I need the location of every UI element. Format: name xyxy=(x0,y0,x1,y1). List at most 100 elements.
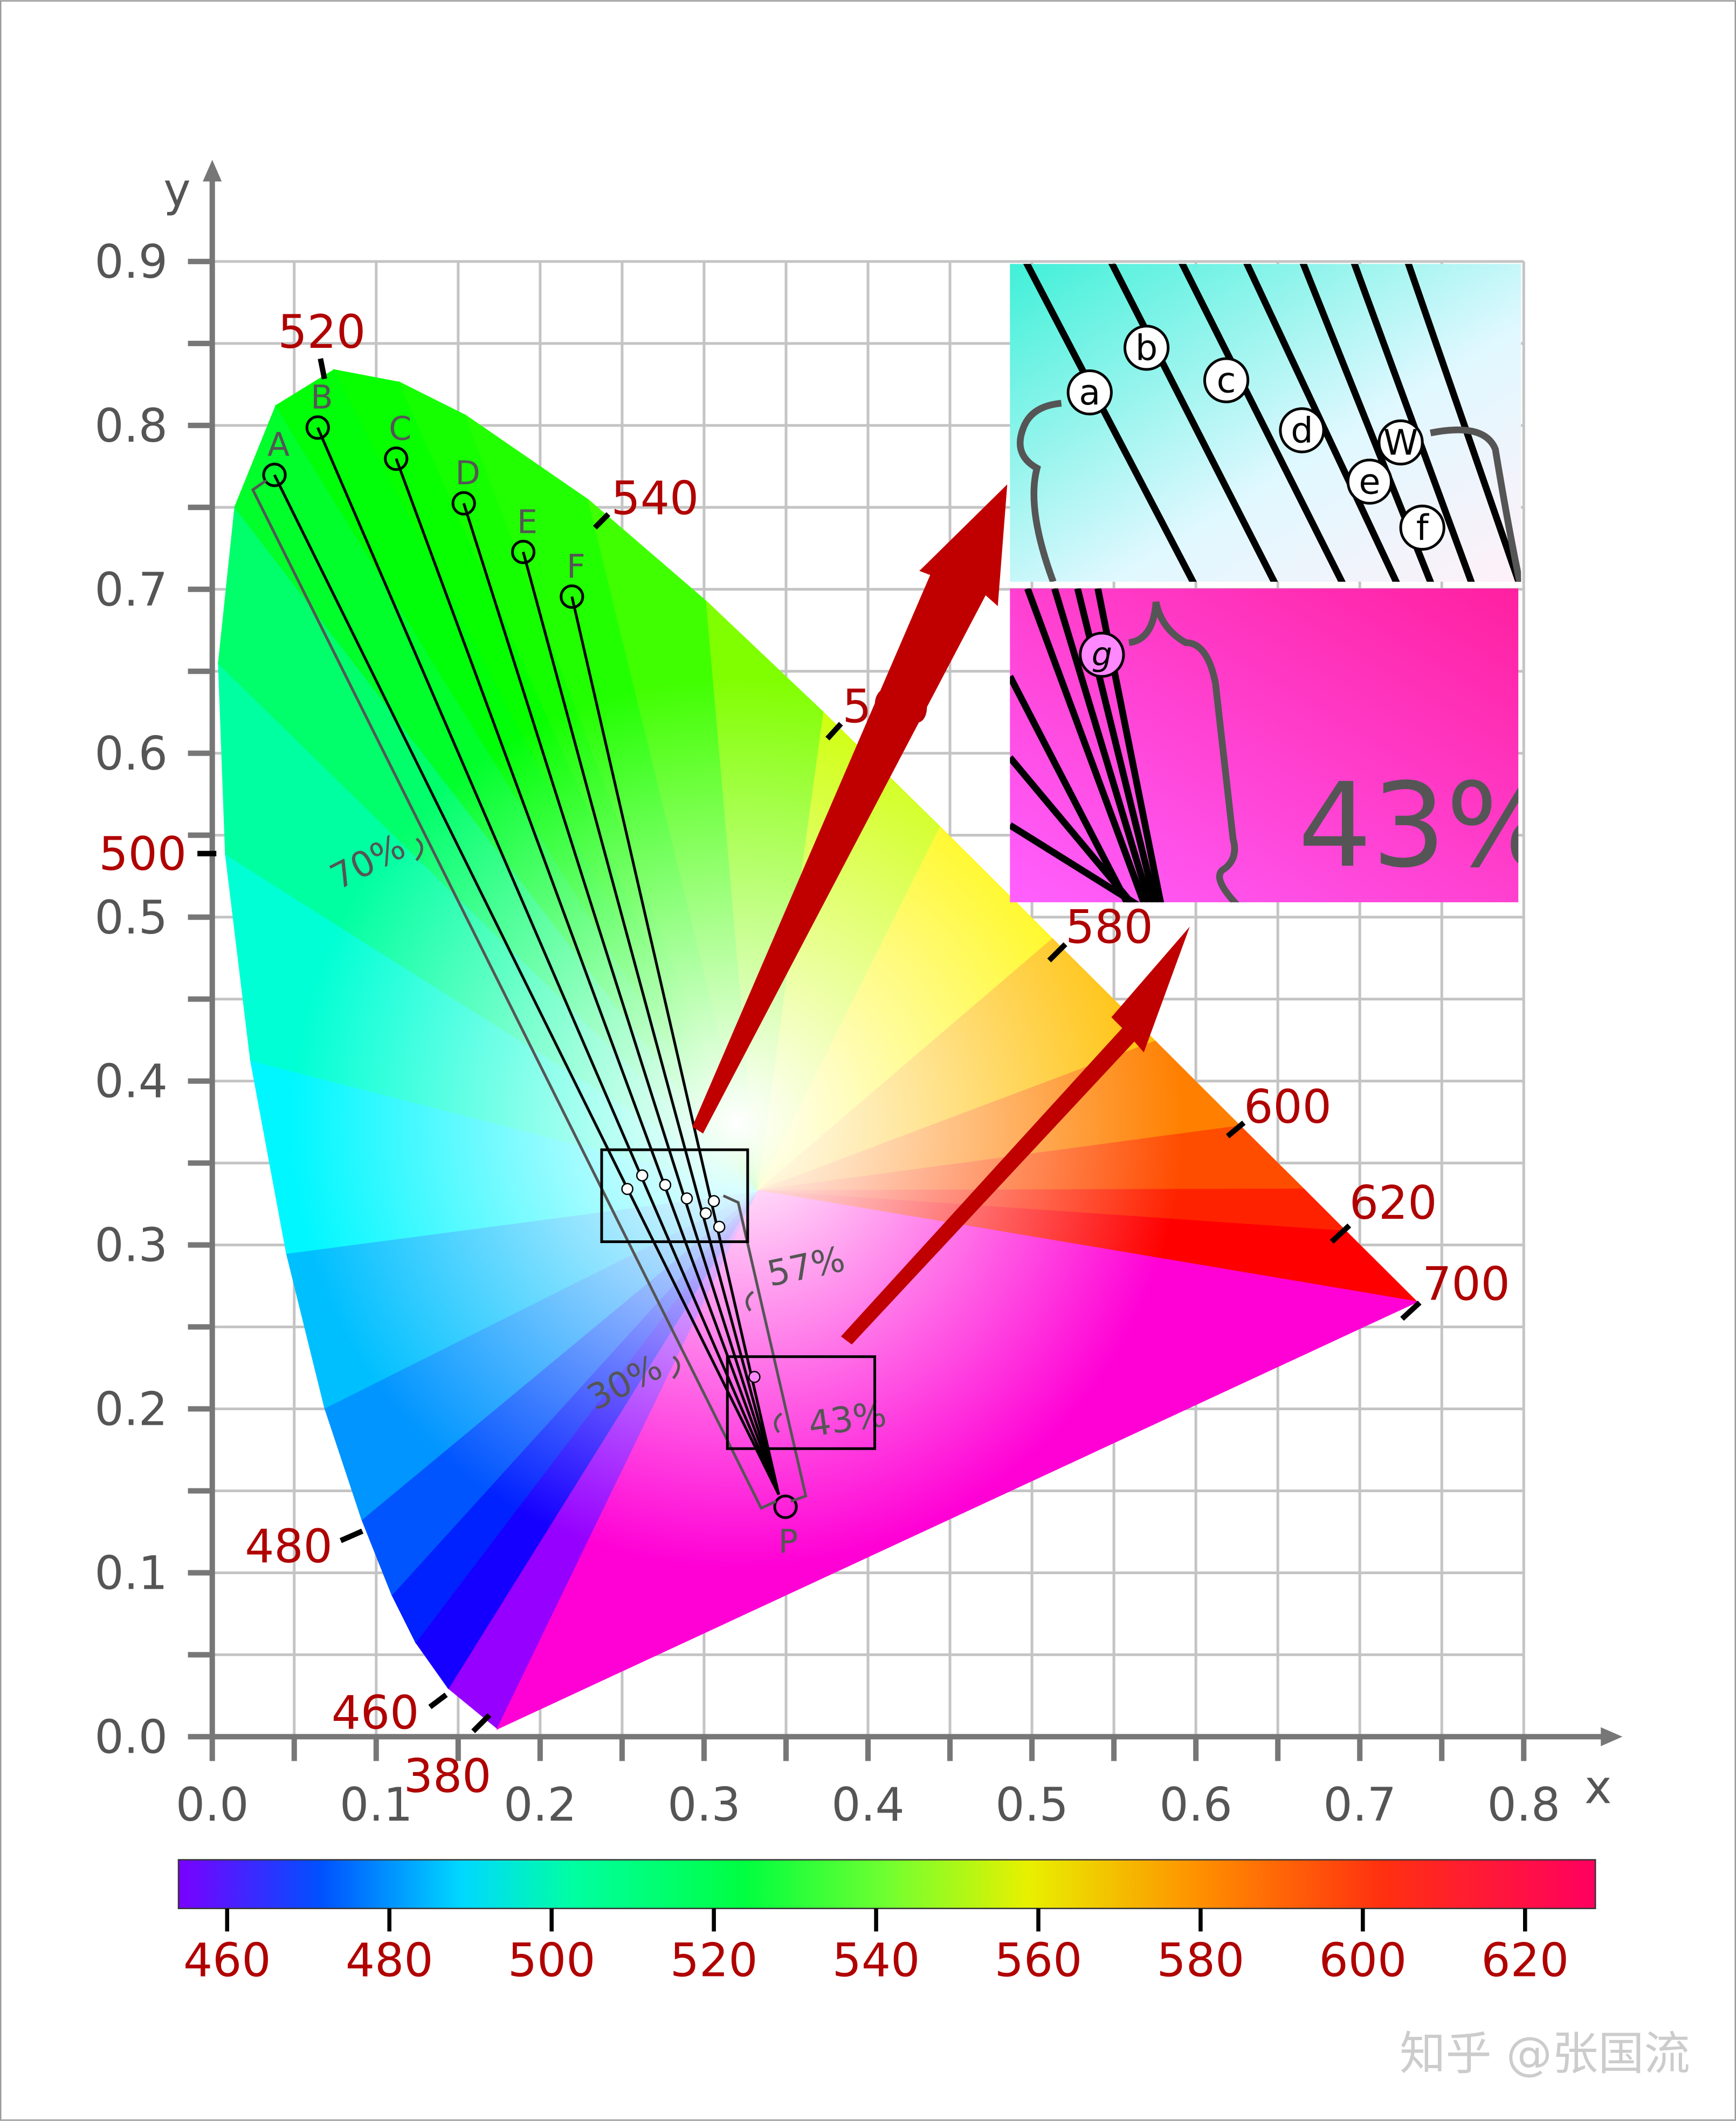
wavelength-label: 540 xyxy=(611,472,699,525)
x-arrow xyxy=(1601,1727,1623,1746)
inset-label: c xyxy=(1217,360,1236,401)
inset-label: b xyxy=(1135,327,1158,368)
colorbar-label: 520 xyxy=(670,1934,758,1987)
point xyxy=(305,415,330,440)
inset-line xyxy=(1010,675,1131,903)
y-tick-label: 0.4 xyxy=(94,1055,168,1109)
bracket xyxy=(415,838,680,1379)
point-label: B xyxy=(311,379,333,417)
mix-line xyxy=(316,427,780,1495)
wavelength-tick xyxy=(593,512,611,530)
point-label: E xyxy=(517,503,538,541)
x-tick-label: 0.7 xyxy=(1323,1779,1396,1832)
inset-point xyxy=(1066,369,1113,416)
colorbar-label: 620 xyxy=(1481,1934,1569,1987)
wavelength-tick xyxy=(471,1713,492,1733)
point xyxy=(451,491,476,516)
arrow xyxy=(692,484,1008,1134)
colorbar-label: 480 xyxy=(346,1934,433,1987)
y-tick-label: 0.2 xyxy=(94,1383,168,1437)
wavelength-tick xyxy=(1400,1300,1422,1321)
wavelength-label: 480 xyxy=(245,1520,333,1574)
y-axis-label: y xyxy=(163,164,190,217)
wavelength-tick xyxy=(428,1692,448,1710)
colorbar-label: 540 xyxy=(832,1934,920,1987)
inset-label: g xyxy=(1092,636,1112,674)
y-tick-label: 0.5 xyxy=(94,891,168,945)
wavelength-label: 620 xyxy=(1349,1177,1437,1230)
wavelength-label: 500 xyxy=(99,828,187,881)
colorbar-label: 600 xyxy=(1319,1934,1407,1987)
wavelength-label: 520 xyxy=(278,306,366,359)
inset-label: a xyxy=(1079,372,1100,413)
zoom-box xyxy=(726,1355,877,1450)
inset-point xyxy=(1399,504,1445,551)
y-tick-label: 0.1 xyxy=(94,1547,168,1601)
point-label: F xyxy=(567,548,585,586)
wavelength-label: 580 xyxy=(1065,901,1153,954)
inset-bracket xyxy=(1016,400,1521,582)
inset-line xyxy=(1024,588,1147,903)
y-tick-label: 0.0 xyxy=(94,1711,168,1764)
inset-line xyxy=(1179,264,1346,582)
mix-line xyxy=(395,458,780,1495)
point-label: A xyxy=(267,427,290,464)
small-point xyxy=(659,1178,672,1191)
zoom-box xyxy=(600,1148,749,1244)
small-point xyxy=(748,1371,761,1383)
small-point xyxy=(636,1169,649,1182)
colorbar-label: 460 xyxy=(183,1934,271,1987)
y-tick-label: 0.9 xyxy=(94,236,168,289)
wavelength-tick xyxy=(1225,1121,1246,1138)
point xyxy=(262,463,287,488)
point xyxy=(773,1494,798,1519)
y-tick-label: 0.6 xyxy=(94,727,168,781)
small-point xyxy=(699,1207,712,1220)
point-label: D xyxy=(456,455,480,492)
point xyxy=(560,584,584,609)
inset-label: e xyxy=(1359,462,1380,503)
wavelength-tick xyxy=(339,1528,364,1543)
x-tick-label: 0.6 xyxy=(1159,1779,1232,1832)
mix-line xyxy=(522,551,780,1495)
y-tick-label: 0.7 xyxy=(94,564,168,617)
point xyxy=(384,446,409,471)
inset-point xyxy=(1279,407,1325,454)
wavelength-tick xyxy=(1329,1223,1352,1244)
x-tick-label: 0.0 xyxy=(176,1779,249,1832)
x-tick-label: 0.8 xyxy=(1487,1779,1560,1832)
colorbar-label: 560 xyxy=(995,1934,1083,1987)
watermark: 知乎 @张国流 xyxy=(1400,2027,1690,2081)
arrow xyxy=(841,926,1190,1345)
mix-line xyxy=(273,474,780,1495)
inset-line xyxy=(1351,264,1475,582)
wavelength-label: 380 xyxy=(404,1750,492,1803)
inset-point xyxy=(1123,325,1170,371)
mix-line xyxy=(462,503,780,1495)
y-tick-label: 0.8 xyxy=(94,400,168,453)
mix-line xyxy=(570,596,780,1495)
bracket xyxy=(722,1194,808,1503)
x-tick-label: 0.1 xyxy=(340,1779,413,1832)
x-tick-label: 0.4 xyxy=(831,1779,905,1832)
inset-label: d xyxy=(1291,410,1313,451)
spectral-locus xyxy=(218,369,1419,1730)
inset-percentage: 43% xyxy=(1298,758,1556,893)
y-tick-label: 0.3 xyxy=(94,1219,168,1273)
point-label: P xyxy=(779,1523,798,1561)
inset-point xyxy=(1346,458,1393,505)
colorbar-label: 580 xyxy=(1157,1934,1245,1987)
inset-point xyxy=(1079,632,1125,678)
wavelength-tick xyxy=(318,358,327,380)
inset-line xyxy=(1051,588,1153,903)
inset-point xyxy=(1377,419,1424,466)
colorbar-label: 500 xyxy=(508,1934,596,1987)
wavelength-label: 460 xyxy=(332,1686,419,1740)
inset-point xyxy=(1203,357,1250,403)
x-tick-label: 0.2 xyxy=(504,1779,577,1832)
inset-line xyxy=(1023,264,1197,582)
small-point xyxy=(680,1192,693,1205)
bracket xyxy=(251,479,777,1510)
inset-bracket xyxy=(1128,601,1239,903)
